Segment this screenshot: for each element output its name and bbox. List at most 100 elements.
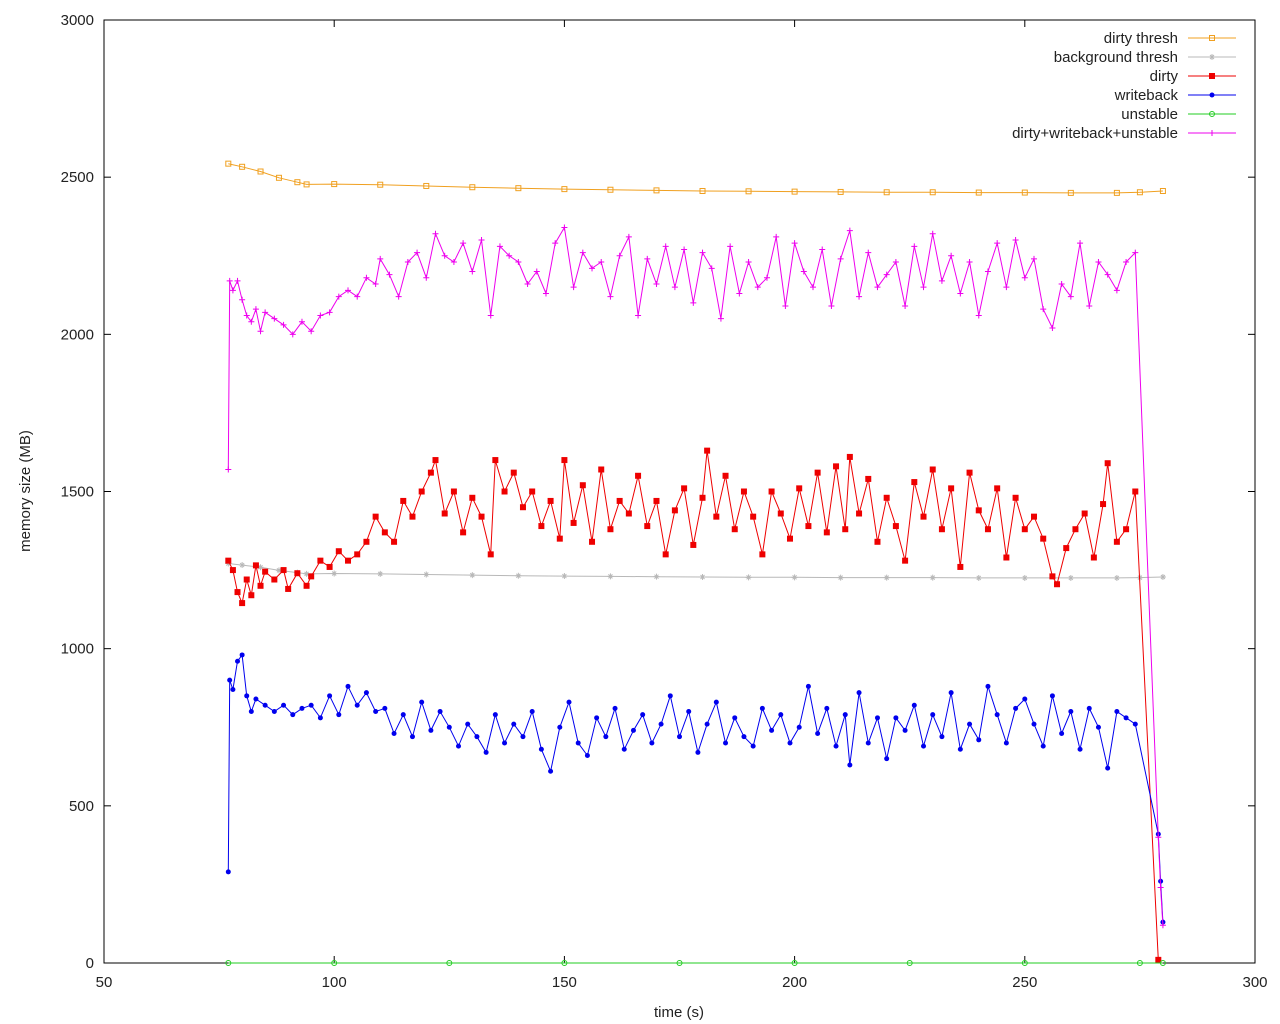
data-point: [603, 734, 609, 740]
series-layer: [225, 160, 1166, 966]
data-point: [750, 743, 756, 749]
data-point: [1068, 709, 1074, 715]
data-point: [294, 570, 301, 577]
data-point: [653, 281, 660, 288]
x-tick-label: 300: [1242, 974, 1267, 991]
data-point: [354, 702, 360, 708]
data-point: [257, 168, 264, 175]
data-point: [1209, 92, 1215, 98]
data-point: [1040, 306, 1047, 313]
data-point: [225, 869, 231, 875]
data-point: [874, 715, 880, 721]
data-point: [662, 551, 669, 558]
data-point: [1113, 287, 1120, 294]
data-point: [326, 309, 333, 316]
data-point: [1049, 693, 1055, 699]
data-point: [662, 243, 669, 250]
data-point: [483, 749, 489, 755]
data-point: [920, 513, 927, 520]
data-point: [833, 743, 839, 749]
data-point: [782, 303, 789, 310]
data-point: [607, 293, 614, 300]
data-point: [377, 255, 384, 262]
data-point: [579, 249, 586, 256]
series-dirty: [225, 447, 1162, 963]
data-point: [1072, 526, 1079, 533]
data-point: [225, 160, 232, 167]
data-point: [501, 488, 508, 495]
data-point: [1012, 494, 1019, 501]
data-point: [681, 485, 688, 492]
data-point: [1031, 255, 1038, 262]
data-point: [671, 284, 678, 291]
data-point: [713, 699, 719, 705]
data-point: [625, 510, 632, 517]
data-point: [786, 535, 793, 542]
data-point: [253, 696, 259, 702]
data-point: [234, 589, 241, 596]
data-point: [248, 592, 255, 599]
data-point: [542, 290, 549, 297]
data-point: [391, 538, 398, 545]
data-point: [363, 538, 370, 545]
data-point: [676, 960, 683, 966]
data-point: [492, 457, 499, 464]
data-point: [469, 494, 476, 501]
data-point: [824, 705, 830, 711]
data-point: [1104, 460, 1111, 467]
data-point: [271, 315, 278, 322]
axis-ticks: 50 100 150 200 250 30005001000150020002500300…: [61, 12, 1268, 991]
data-point: [713, 513, 720, 520]
data-point: [226, 277, 233, 284]
data-point: [759, 551, 766, 558]
data-point: [377, 181, 384, 188]
data-point: [929, 466, 936, 473]
data-point: [561, 457, 568, 464]
data-point: [372, 281, 379, 288]
data-point: [938, 277, 945, 284]
y-tick-label: 500: [69, 798, 94, 815]
data-point: [299, 705, 305, 711]
data-point: [892, 259, 899, 266]
data-point: [280, 567, 287, 574]
data-point: [1021, 960, 1028, 966]
data-point: [846, 453, 853, 460]
data-point: [695, 749, 701, 755]
data-point: [317, 312, 324, 319]
data-point: [791, 960, 798, 966]
y-tick-label: 2500: [61, 169, 94, 186]
legend-label: dirty: [1150, 68, 1179, 85]
data-point: [515, 572, 522, 579]
data-point: [1114, 709, 1120, 715]
data-point: [966, 259, 973, 266]
data-point: [883, 189, 890, 196]
data-point: [911, 243, 918, 250]
data-point: [227, 677, 233, 683]
data-point: [929, 189, 936, 196]
data-point: [345, 557, 352, 564]
data-point: [427, 469, 434, 476]
data-point: [736, 290, 743, 297]
series-line: [228, 163, 1163, 194]
y-tick-label: 1500: [61, 484, 94, 501]
data-point: [418, 488, 425, 495]
data-point: [837, 255, 844, 262]
data-point: [745, 188, 752, 195]
data-point: [1040, 743, 1046, 749]
y-tick-label: 3000: [61, 12, 94, 29]
data-point: [235, 658, 241, 664]
data-point: [561, 960, 568, 966]
data-point: [842, 712, 848, 718]
data-point: [579, 482, 586, 489]
data-point: [262, 702, 268, 708]
data-point: [446, 724, 452, 730]
data-point: [598, 466, 605, 473]
data-point: [1090, 554, 1097, 561]
data-point: [1159, 187, 1166, 194]
data-point: [478, 513, 485, 520]
data-point: [520, 734, 526, 740]
data-point: [948, 485, 955, 492]
data-point: [644, 523, 651, 530]
data-point: [681, 246, 688, 253]
